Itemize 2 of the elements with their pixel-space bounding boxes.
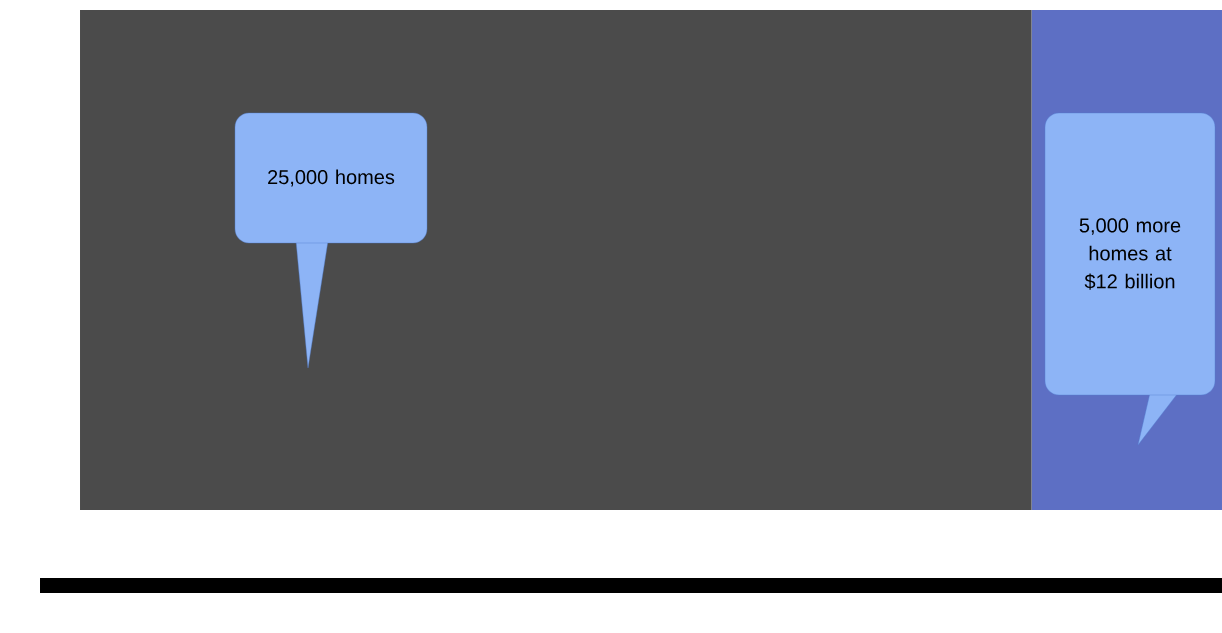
data-label: 25,000 homes bbox=[268, 169, 395, 187]
data-label: 5,000 more homes at $12 billion bbox=[1079, 218, 1181, 290]
